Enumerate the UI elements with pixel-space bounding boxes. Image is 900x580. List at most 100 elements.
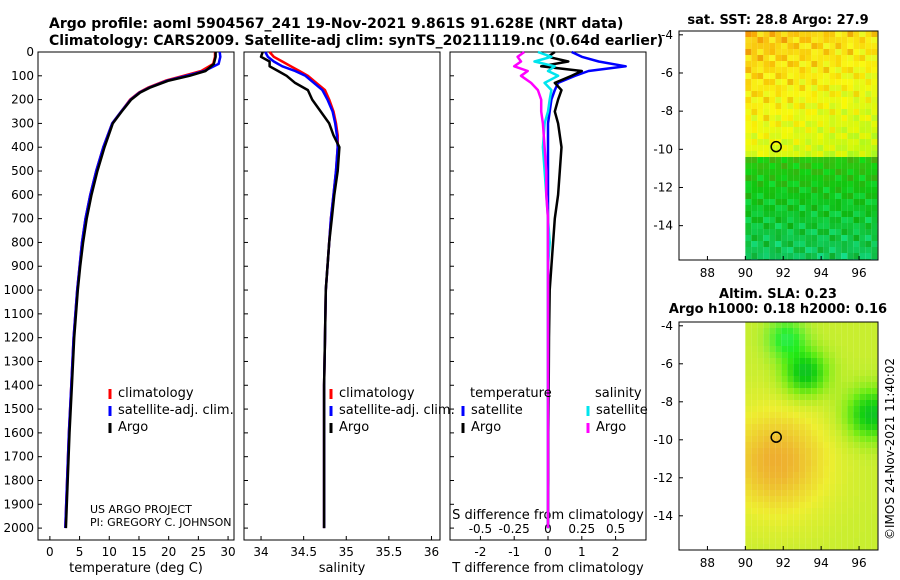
depth-tick-label: 800 (11, 235, 34, 249)
salinity-line-2 (259, 51, 341, 529)
sla-map-lat-label: -8 (661, 395, 673, 409)
sst-map-lon-label: 90 (738, 266, 753, 280)
sst-map-lat-label: -14 (653, 219, 673, 233)
difference-tick-label: 0 (544, 545, 552, 559)
temperature-tick-label: 25 (191, 545, 206, 559)
difference-legend-t-satellite-label: satellite (471, 403, 523, 418)
sla-map-lon-label: 92 (776, 556, 791, 570)
sla-map-lat-label: -12 (653, 471, 673, 485)
difference-axis-label: T difference from climatology (451, 561, 644, 576)
depth-tick-label: 0 (26, 45, 34, 59)
sst-map-lon-label: 92 (776, 266, 791, 280)
sla-map-lat-label: -6 (661, 357, 673, 371)
credit-project: US ARGO PROJECT (90, 503, 192, 516)
sst-map-lat-label: -6 (661, 66, 673, 80)
depth-tick-label: 1100 (3, 307, 34, 321)
temperature-line-1 (64, 51, 222, 529)
sla-map-frame (678, 321, 879, 551)
depth-tick-label: 900 (11, 259, 34, 273)
temperature-tick-label: 10 (102, 545, 117, 559)
sla-map-subtitle: Argo h1000: 0.18 h2000: 0.16 (669, 302, 887, 317)
depth-tick-label: 400 (11, 140, 34, 154)
difference-tick-label: -2 (474, 545, 486, 559)
sla-map-lat-label: -14 (653, 509, 673, 523)
figure-title-line1: Argo profile: aoml 5904567_241 19-Nov-20… (49, 16, 624, 32)
salinity-tick-label: 34.5 (290, 545, 317, 559)
difference-tick-label: 2 (612, 545, 620, 559)
sst-map-frame (678, 30, 879, 261)
salinity-axis-label: salinity (319, 561, 366, 576)
depth-tick-label: 100 (11, 69, 34, 83)
sla-float-marker (770, 431, 782, 443)
salinity-difference-tick-label: -0.5 (469, 522, 492, 536)
depth-tick-label: 600 (11, 188, 34, 202)
difference-tick-label: -1 (508, 545, 520, 559)
sst-map-lat-label: -4 (661, 28, 673, 42)
salinity-tick-label: 34 (253, 545, 268, 559)
salinity-tick-label: 36 (424, 545, 439, 559)
salinity-legend-2-label: Argo (339, 420, 369, 435)
depth-tick-label: 700 (11, 212, 34, 226)
difference-legend-t-argo-label: Argo (471, 420, 501, 435)
difference-line-0 (546, 50, 627, 529)
salinity-legend-1-label: satellite-adj. clim. (339, 403, 455, 418)
sst-map-lat-label: -12 (653, 180, 673, 194)
imos-timestamp: ©IMOS 24-Nov-2021 11:40:02 (883, 357, 897, 540)
difference-legend-title-salinity: salinity (595, 386, 642, 401)
depth-tick-label: 1400 (3, 378, 34, 392)
temperature-line-0 (64, 52, 217, 529)
salinity-difference-tick-label: -0.25 (499, 522, 530, 536)
sla-map-lon-label: 94 (814, 556, 829, 570)
depth-tick-label: 1000 (3, 283, 34, 297)
salinity-tick-label: 35.5 (376, 545, 403, 559)
depth-tick-label: 1500 (3, 402, 34, 416)
sst-map-lon-label: 88 (700, 266, 715, 280)
temperature-tick-label: 30 (220, 545, 235, 559)
sla-map-lat-label: -10 (653, 433, 673, 447)
sst-map-lat-label: -10 (653, 142, 673, 156)
sst-map-lon-label: 94 (814, 266, 829, 280)
depth-tick-label: 1300 (3, 354, 34, 368)
depth-tick-label: 1800 (3, 473, 34, 487)
temperature-line-2 (64, 52, 217, 529)
temperature-tick-label: 0 (46, 545, 54, 559)
sla-map-lon-label: 96 (851, 556, 866, 570)
sst-map-lon-label: 96 (851, 266, 866, 280)
difference-line-2 (533, 50, 560, 529)
temperature-legend-1-label: satellite-adj. clim. (118, 403, 234, 418)
sla-map-lat-label: -4 (661, 319, 673, 333)
sla-map-lon-label: 90 (738, 556, 753, 570)
depth-tick-label: 200 (11, 93, 34, 107)
depth-tick-label: 1900 (3, 497, 34, 511)
salinity-difference-tick-label: 0 (544, 522, 552, 536)
depth-tick-label: 2000 (3, 521, 34, 535)
temperature-tick-label: 5 (76, 545, 84, 559)
sla-map-lon-label: 88 (700, 556, 715, 570)
sla-map-title: Altim. SLA: 0.23 (719, 287, 837, 302)
temperature-axis-label: temperature (deg C) (69, 561, 203, 576)
sst-map-title: sat. SST: 28.8 Argo: 27.9 (687, 13, 868, 28)
temperature-legend-2-label: Argo (118, 420, 148, 435)
temperature-plot-frame (37, 51, 235, 541)
difference-legend-s-argo-label: Argo (596, 420, 626, 435)
difference-legend-title-temperature: temperature (470, 386, 552, 401)
sst-float-marker (770, 140, 782, 153)
difference-tick-label: 1 (578, 545, 586, 559)
difference-line-3 (512, 50, 550, 529)
temperature-tick-label: 20 (161, 545, 176, 559)
salinity-difference-tick-label: 0.5 (606, 522, 625, 536)
sst-map-field (745, 31, 878, 260)
sst-map-lat-label: -8 (661, 104, 673, 118)
figure-title-line2: Climatology: CARS2009. Satellite-adj cli… (49, 33, 664, 49)
depth-tick-label: 1200 (3, 331, 34, 345)
temperature-tick-label: 15 (131, 545, 146, 559)
salinity-line-0 (268, 51, 339, 529)
sla-map-field (745, 322, 878, 550)
temperature-legend-0-label: climatology (118, 386, 194, 401)
salinity-difference-tick-label: 0.25 (568, 522, 595, 536)
depth-tick-label: 1600 (3, 426, 34, 440)
depth-tick-label: 300 (11, 116, 34, 130)
depth-tick-label: 500 (11, 164, 34, 178)
salinity-legend-0-label: climatology (339, 386, 415, 401)
